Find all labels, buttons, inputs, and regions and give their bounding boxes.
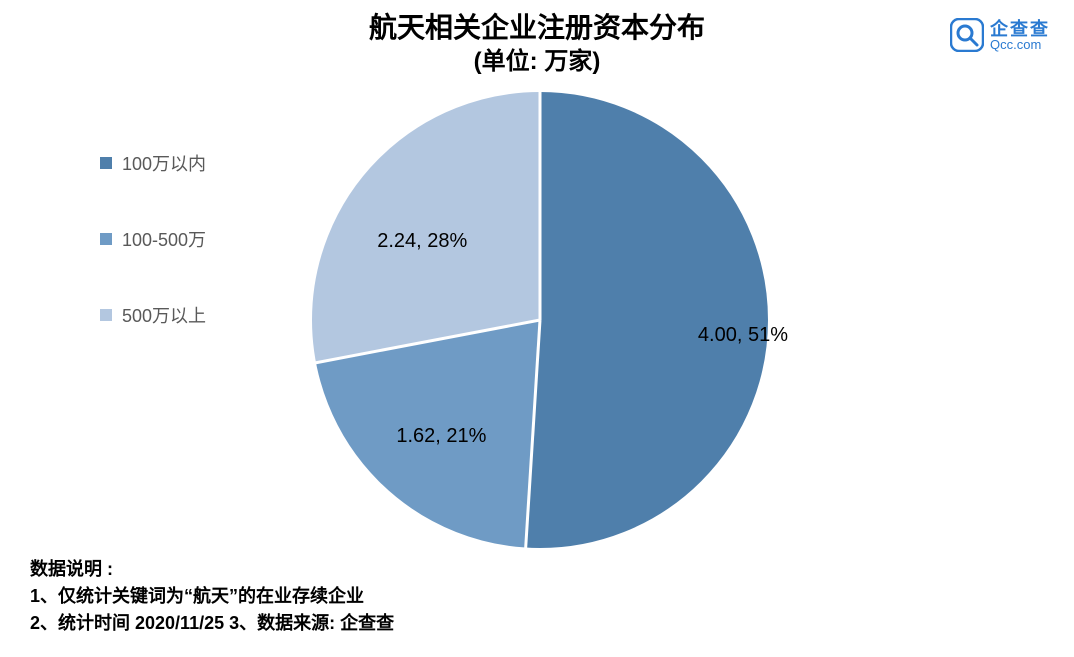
footer-line: 1、仅统计关键词为“航天”的在业存续企业	[30, 583, 394, 610]
legend-label: 100万以内	[122, 150, 206, 176]
legend-item: 500万以上	[100, 302, 206, 328]
pie-chart: 4.00, 51% 1.62, 21% 2.24, 28%	[310, 90, 770, 550]
brand-logo: 企查查 Qcc.com	[950, 18, 1050, 52]
chart-title-block: 航天相关企业注册资本分布 (单位: 万家)	[0, 10, 1074, 78]
chart-title-sub: (单位: 万家)	[0, 46, 1074, 77]
brand-logo-cn: 企查查	[990, 20, 1050, 38]
chart-footer: 数据说明 : 1、仅统计关键词为“航天”的在业存续企业 2、统计时间 2020/…	[30, 556, 394, 637]
brand-logo-en: Qcc.com	[990, 38, 1050, 51]
legend-label: 500万以上	[122, 302, 206, 328]
slice-label: 4.00, 51%	[698, 324, 788, 347]
footer-heading: 数据说明 :	[30, 556, 394, 583]
legend-item: 100-500万	[100, 226, 206, 252]
slice-label: 1.62, 21%	[396, 425, 486, 448]
pie-body	[310, 90, 770, 550]
legend-item: 100万以内	[100, 150, 206, 176]
slice-label: 2.24, 28%	[377, 230, 467, 253]
legend-swatch	[100, 309, 112, 321]
legend-label: 100-500万	[122, 226, 206, 252]
qcc-logo-icon	[950, 18, 984, 52]
chart-title-main: 航天相关企业注册资本分布	[0, 10, 1074, 46]
legend-swatch	[100, 233, 112, 245]
chart-legend: 100万以内 100-500万 500万以上	[100, 150, 206, 328]
legend-swatch	[100, 157, 112, 169]
footer-line: 2、统计时间 2020/11/25 3、数据来源: 企查查	[30, 610, 394, 637]
